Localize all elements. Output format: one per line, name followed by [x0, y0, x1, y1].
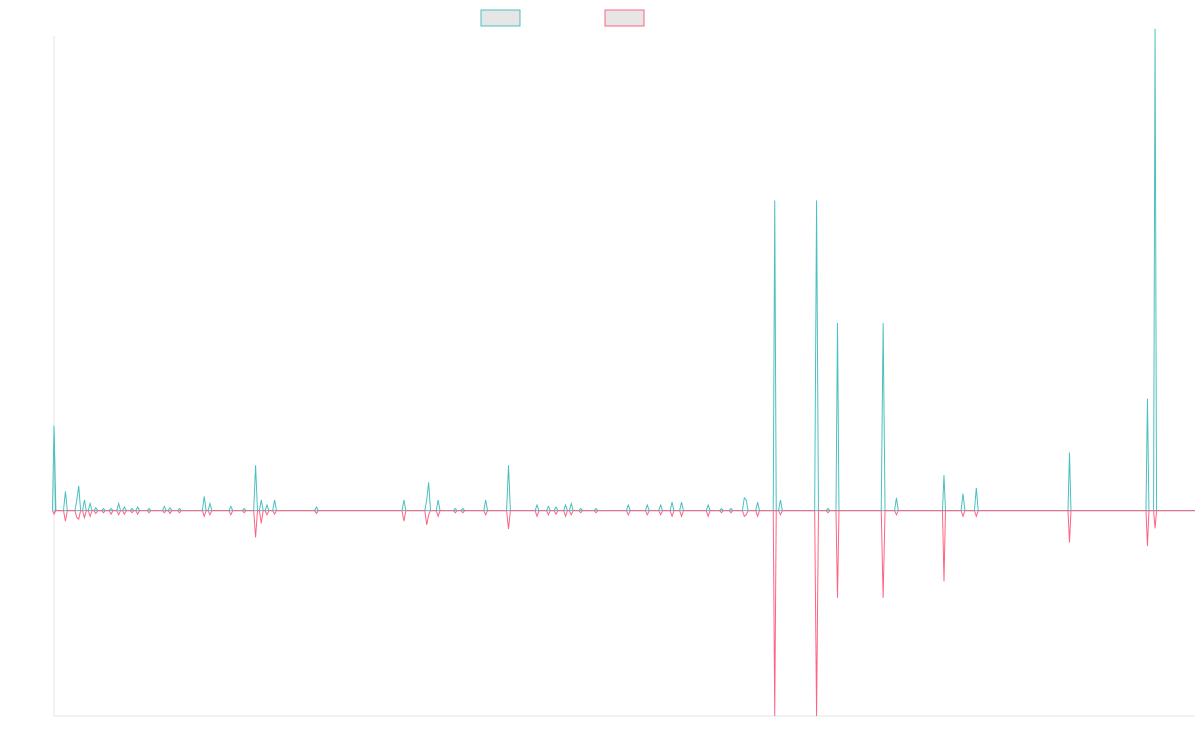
legend: [480, 9, 645, 27]
spike-series-1-6: [1145, 398, 1150, 511]
spike-series-1-3: [835, 322, 840, 511]
spike-series-1-7: [1153, 28, 1158, 511]
legend-swatch-series-1[interactable]: [480, 9, 521, 27]
spike-series-2-1: [52, 510, 56, 516]
plot-area: [52, 28, 1195, 717]
spike-series-2-6: [1145, 510, 1150, 547]
spike-series-1-1: [52, 425, 56, 511]
series-line-1: [53, 200, 1195, 512]
spike-series-2-3: [835, 510, 840, 598]
series-line-2: [53, 510, 1195, 717]
spike-series-2-5: [1067, 510, 1072, 543]
spike-series-2-7: [1153, 510, 1158, 529]
spike-series-1-4: [941, 475, 946, 511]
spike-series-1-5: [1067, 452, 1072, 511]
spike-series-2-2: [772, 510, 777, 717]
spike-series-2-4: [941, 510, 946, 582]
axes: [53, 36, 1195, 717]
legend-swatch-series-2[interactable]: [604, 9, 645, 27]
spike-series-1-2: [772, 200, 777, 511]
